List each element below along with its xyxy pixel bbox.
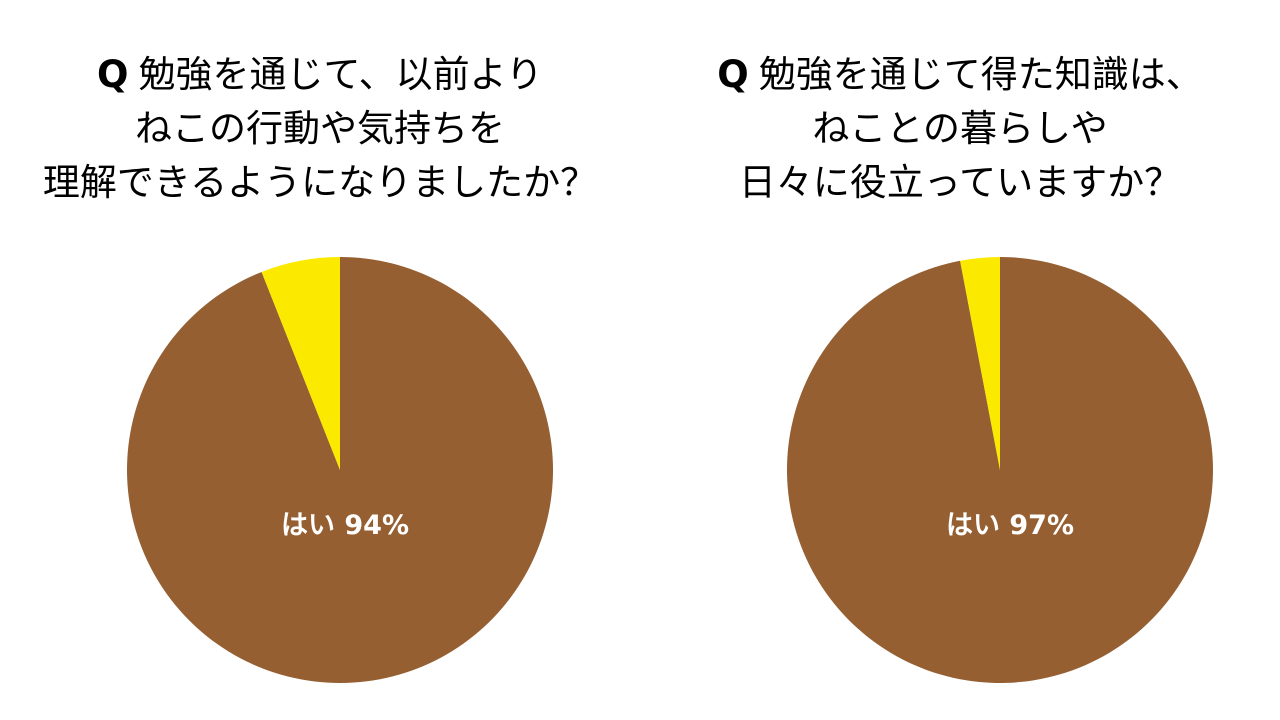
pie-slice-yes — [127, 257, 554, 683]
pie-data-label: はい 94% — [281, 510, 409, 541]
chart-panel-2: Q 勉強を通じて得た知識は、 ねことの暮らしや 日々に役立っていますか？ はい 9… — [640, 0, 1280, 720]
pie-slices — [127, 257, 554, 683]
pie-slice-other — [960, 257, 1000, 470]
question-text: 勉強を通じて得た知識は、 — [758, 53, 1203, 96]
question-title-1: Q 勉強を通じて、以前より ねこの行動や気持ちを 理解できるようになりましたか？ — [0, 48, 640, 210]
question-line: 理解できるようになりましたか？ — [42, 161, 598, 204]
question-line: 日々に役立っていますか？ — [738, 161, 1182, 204]
pie-data-label: はい 97% — [946, 510, 1074, 541]
pie-chart-1: はい 94% — [127, 257, 554, 683]
question-prefix: Q — [97, 53, 129, 96]
question-line: ねこの行動や気持ちを — [135, 107, 505, 150]
chart-panel-1: Q 勉強を通じて、以前より ねこの行動や気持ちを 理解できるようになりましたか？ … — [0, 48, 640, 683]
pie-slice-other — [261, 257, 340, 470]
question-line: Q 勉強を通じて、以前より — [0, 48, 640, 102]
question-text: 勉強を通じて、以前より — [138, 53, 543, 96]
question-title-2: Q 勉強を通じて得た知識は、 ねことの暮らしや 日々に役立っていますか？ — [640, 48, 1280, 210]
question-line: ねことの暮らしや — [812, 107, 1108, 150]
pie-slice-yes — [786, 257, 1213, 684]
question-line: Q 勉強を通じて得た知識は、 — [640, 48, 1280, 102]
pie-slices — [786, 257, 1213, 684]
pie-chart-2: はい 97% — [786, 257, 1213, 684]
question-prefix: Q — [717, 53, 749, 96]
